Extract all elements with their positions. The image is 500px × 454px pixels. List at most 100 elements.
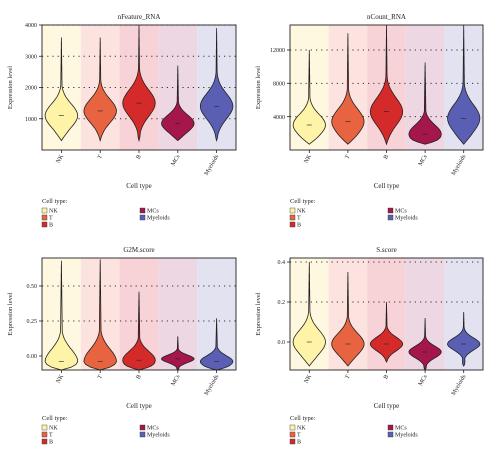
y-axis-label: Expression level bbox=[7, 66, 14, 109]
legend-swatch bbox=[41, 221, 48, 228]
violin-nk bbox=[44, 260, 79, 371]
y-tick-label: 4000 bbox=[273, 115, 285, 121]
y-axis-label: Expression level bbox=[255, 292, 262, 335]
violin-myeloids bbox=[447, 312, 481, 367]
legend-label: T bbox=[297, 433, 301, 439]
x-axis-label: Cell type bbox=[126, 182, 151, 190]
violin-nk bbox=[292, 262, 326, 367]
violin-nk bbox=[44, 37, 79, 142]
violin-b bbox=[122, 291, 156, 371]
x-tick-label: NK bbox=[56, 153, 66, 164]
legend: Cell type: NK MCs T Myeloids B bbox=[41, 415, 170, 446]
x-tick-label: T bbox=[97, 154, 104, 160]
legend-swatch bbox=[289, 438, 296, 445]
legend: Cell type: NK MCs T Myeloids B bbox=[289, 415, 418, 446]
legend-label: NK bbox=[49, 426, 58, 432]
legend-label: MCs bbox=[147, 426, 159, 432]
legend-swatch bbox=[41, 424, 48, 431]
violin-myeloids bbox=[199, 28, 234, 143]
x-tick-label: B bbox=[136, 154, 143, 160]
x-axis-label: Cell type bbox=[374, 182, 399, 190]
legend-label: T bbox=[49, 216, 53, 222]
panel-ncount-rna: nCount_RNA 4000 8000 12000 Expression level N… bbox=[255, 13, 484, 229]
x-axis-label: Cell type bbox=[374, 402, 399, 410]
x-axis-label: Cell type bbox=[126, 402, 151, 410]
legend-label: MCs bbox=[147, 209, 159, 215]
y-tick-label: 0.50 bbox=[27, 284, 38, 290]
violin-mcs bbox=[408, 318, 442, 371]
y-axis-label: Expression level bbox=[255, 66, 262, 109]
legend-label: B bbox=[49, 223, 53, 229]
legend-label: T bbox=[297, 216, 301, 222]
y-tick-label: 4000 bbox=[25, 23, 37, 29]
legend-label: B bbox=[49, 440, 53, 446]
chart-title: S.score bbox=[376, 246, 396, 254]
x-tick-label: MCs bbox=[418, 153, 429, 167]
legend-label: B bbox=[297, 223, 301, 229]
x-tick-label: B bbox=[383, 374, 390, 380]
x-tick-label: NK bbox=[303, 153, 313, 164]
legend-swatch bbox=[387, 207, 394, 214]
violin-t bbox=[83, 37, 117, 142]
legend-label: NK bbox=[49, 209, 58, 215]
legend-title: Cell type: bbox=[42, 198, 68, 205]
legend-swatch bbox=[41, 214, 48, 221]
violin-t bbox=[83, 259, 117, 371]
x-tick-label: MCs bbox=[418, 373, 429, 387]
legend-label: Myeloids bbox=[147, 216, 170, 222]
legend-swatch bbox=[289, 221, 296, 228]
legend-label: B bbox=[297, 440, 301, 446]
x-tick-label: Myeloids bbox=[204, 153, 221, 176]
legend-swatch bbox=[139, 207, 146, 214]
y-tick-label: 2000 bbox=[25, 86, 37, 92]
legend-swatch bbox=[387, 431, 394, 438]
violin-b bbox=[122, 25, 156, 143]
y-axis-label: Expression level bbox=[7, 292, 14, 335]
legend: Cell type: NK MCs T Myeloids B bbox=[289, 198, 418, 229]
violin-mcs bbox=[161, 336, 195, 371]
x-tick-label: Myeloids bbox=[451, 153, 468, 176]
legend: Cell type: NK MCs T Myeloids B bbox=[41, 198, 170, 229]
y-tick-label: 0.2 bbox=[278, 300, 286, 306]
y-tick-label: 0.4 bbox=[278, 260, 286, 266]
legend-swatch bbox=[289, 431, 296, 438]
legend-label: Myeloids bbox=[395, 433, 418, 439]
x-tick-label: B bbox=[136, 374, 143, 380]
violin-b bbox=[369, 25, 404, 146]
y-tick-label: 3000 bbox=[25, 54, 37, 60]
y-tick-label: 1000 bbox=[25, 117, 37, 123]
violin-mcs bbox=[408, 62, 442, 145]
y-tick-label: 0.25 bbox=[27, 319, 38, 325]
chart-title: nFeature_RNA bbox=[118, 13, 161, 21]
x-tick-label: Myeloids bbox=[451, 373, 468, 396]
legend-label: T bbox=[49, 433, 53, 439]
violin-myeloids bbox=[447, 25, 481, 145]
x-tick-label: Myeloids bbox=[204, 373, 221, 396]
legend-label: MCs bbox=[395, 209, 407, 215]
legend-swatch bbox=[387, 214, 394, 221]
legend-label: Myeloids bbox=[395, 216, 418, 222]
x-tick-label: NK bbox=[56, 373, 66, 384]
violin-t bbox=[331, 272, 365, 367]
legend-label: NK bbox=[297, 426, 306, 432]
legend-title: Cell type: bbox=[42, 415, 68, 422]
violin-nk bbox=[292, 50, 326, 145]
legend-title: Cell type: bbox=[290, 198, 316, 205]
chart-title: nCount_RNA bbox=[367, 13, 406, 21]
legend-swatch bbox=[41, 431, 48, 438]
y-tick-label: 0.00 bbox=[27, 354, 38, 360]
x-tick-label: B bbox=[383, 154, 390, 160]
chart-title: G2M.score bbox=[123, 246, 154, 254]
legend-swatch bbox=[289, 214, 296, 221]
x-tick-label: NK bbox=[303, 373, 313, 384]
y-tick-label: 8000 bbox=[273, 82, 285, 88]
legend-swatch bbox=[41, 438, 48, 445]
x-tick-label: T bbox=[345, 154, 352, 160]
x-tick-label: MCs bbox=[170, 373, 181, 387]
violin-t bbox=[331, 33, 365, 145]
x-tick-label: MCs bbox=[170, 153, 181, 167]
legend-swatch bbox=[139, 431, 146, 438]
